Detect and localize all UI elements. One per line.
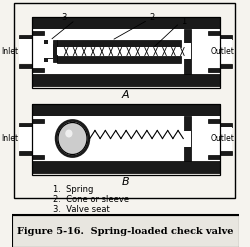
Text: 3.  Valve seat: 3. Valve seat [52,205,109,214]
Bar [12,215,238,247]
Bar [32,119,44,123]
Circle shape [65,129,72,138]
Text: 1: 1 [182,17,187,25]
Bar [44,44,54,59]
Bar [57,56,180,62]
Bar [208,67,220,71]
Text: Inlet: Inlet [1,47,18,56]
Bar [32,155,44,159]
Bar [32,161,220,173]
Bar [220,63,232,67]
Text: Figure 5-16.  Spring-loaded check valve: Figure 5-16. Spring-loaded check valve [17,226,234,235]
Bar [32,104,220,116]
Bar [208,155,220,159]
Bar [184,29,192,74]
Bar [32,74,220,86]
Bar [57,47,180,56]
Polygon shape [44,41,57,62]
Bar [32,104,220,175]
Bar [220,150,232,155]
Circle shape [58,123,87,155]
Bar [19,40,32,63]
Text: Outlet: Outlet [210,134,234,143]
Text: Inlet: Inlet [1,134,18,143]
Bar [19,150,32,155]
Bar [57,41,180,47]
Bar [19,126,32,150]
Text: A: A [121,90,129,100]
Bar [220,36,232,40]
Bar [19,63,32,67]
Text: 2.  Cone or sleeve: 2. Cone or sleeve [52,195,129,204]
Text: 3: 3 [62,14,67,22]
Bar [32,116,220,161]
Text: 1.  Spring: 1. Spring [52,185,93,194]
Bar [184,130,192,146]
Bar [32,67,44,71]
Bar [220,123,232,126]
Bar [220,126,232,150]
Bar [208,119,220,123]
Bar [19,123,32,126]
Bar [220,40,232,63]
Bar [32,29,220,74]
Bar [14,3,235,198]
Bar [208,32,220,36]
Text: Outlet: Outlet [210,47,234,56]
Bar [32,17,220,29]
Bar [184,116,192,161]
Bar [19,36,32,40]
Text: B: B [121,177,129,187]
Bar [32,17,220,88]
Text: 2: 2 [150,14,155,22]
Bar [44,41,48,62]
Bar [32,32,44,36]
Bar [184,43,192,60]
